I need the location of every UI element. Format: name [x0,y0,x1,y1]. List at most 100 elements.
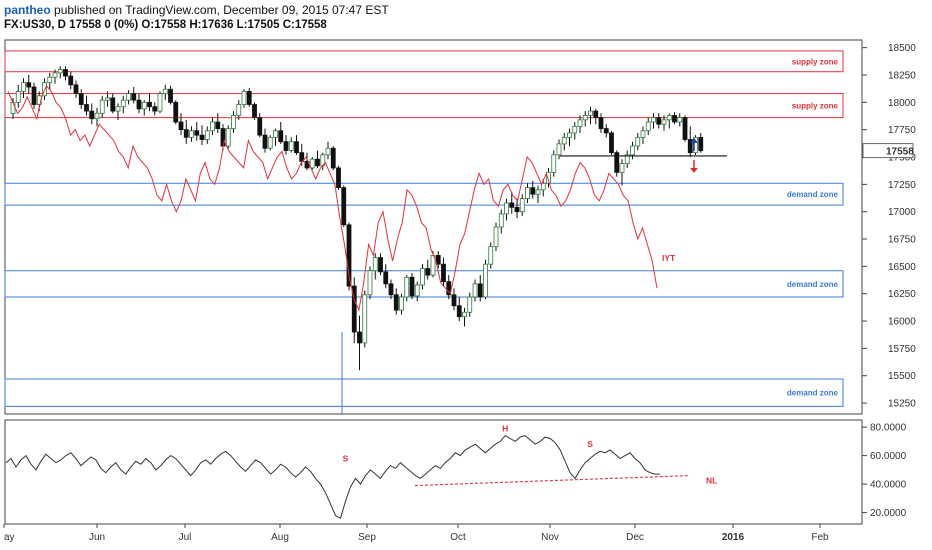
candle-body [619,163,625,173]
zones-layer: supply zone supply zone demand zone demand … [4,50,844,414]
candle-body [609,132,614,154]
candle-body [231,115,236,129]
candle-body [567,132,572,138]
candle-body [315,158,320,167]
candle-body [63,69,68,77]
candle-body [698,136,704,152]
candle-body [645,121,651,132]
price-tick-label: 15750 [888,344,916,355]
candle-body [336,167,341,189]
candle-body [677,117,683,123]
candle-body [519,198,525,213]
candle-body [404,276,410,298]
candle-body [357,331,362,344]
zone-box-1 [4,50,844,73]
zone-box-2 [4,93,844,119]
candle-body [341,187,347,226]
last-price-label: 17558 [886,147,914,158]
publish-info: pantheo published on TradingView.com, De… [4,3,389,17]
candle-body [273,130,278,138]
candle-body [330,147,336,169]
candle-body [199,134,205,140]
candle-body [288,141,294,151]
publish-text: published on TradingView.com, December 0… [54,3,389,17]
last-price-box [862,143,914,159]
oscillator-axis[interactable]: 20.0000 40.0000 60.0000 80.0000 [862,423,907,519]
arrow-down-head-icon [690,167,698,173]
candle-body [94,112,100,120]
time-tick-label: 2016 [722,532,745,543]
candle-body [477,283,483,298]
time-axis[interactable]: ay Jun Jul Aug Sep Oct Nov Dec 2016 Feb [3,524,829,543]
candle-body [252,104,257,119]
candle-body [157,93,163,112]
iyt-overlay-layer: IYT [7,84,676,312]
price-axis[interactable]: 15250 15500 15750 16000 16250 16500 16750 17000… [862,43,916,410]
candle-body [194,130,200,136]
candle-body [372,257,378,272]
time-tick-label: ay [4,532,15,543]
author-name[interactable]: pantheo [4,3,51,17]
candle-body [451,294,457,307]
osc-tick-label: 60.0000 [870,451,907,462]
candle-body [414,284,420,297]
candle-body [530,187,536,195]
price-tick-label: 17000 [888,207,916,218]
candle-body [73,84,79,94]
arrow-up-head-icon [690,137,698,143]
candle-body [21,82,26,92]
candle-body [682,117,688,140]
price-tick-label: 18000 [888,98,916,109]
candle-body [514,206,520,213]
candle-body [267,136,273,149]
candle-body [183,129,189,138]
candle-body [456,305,462,318]
candle-body [115,106,121,112]
candle-body [215,121,221,129]
time-tick-label: Feb [811,532,829,543]
candle-body [294,141,299,154]
candle-body [220,128,226,147]
candle-body [462,311,467,318]
candle-body [351,285,357,333]
candle-body [189,130,194,138]
candle-body [367,270,373,296]
candle-body [236,104,242,116]
candle-body [614,152,620,173]
candle-body [582,115,588,121]
candle-body [47,76,53,84]
time-tick-label: Jul [179,532,192,543]
candle-body [57,69,63,74]
candle-body [656,117,662,125]
neckline-label: NL [706,476,717,486]
price-tick-label: 17750 [888,125,916,136]
candle-body [178,121,184,131]
candle-body [105,97,110,101]
candle-body [588,110,593,116]
candle-body [362,294,368,344]
candle-body [467,296,473,313]
candle-body [346,224,352,287]
candle-body [283,141,289,151]
time-tick-label: Aug [271,532,289,543]
candle-body [435,255,441,265]
iyt-label: IYT [662,253,676,263]
candle-body [278,130,284,143]
candle-body [147,101,152,108]
candle-body [257,117,263,136]
candle-body [388,283,394,296]
candle-body [488,246,494,265]
zone-label-3: demand zone [787,190,839,199]
candle-body [225,128,231,147]
zone-label-2: supply zone [792,102,839,111]
main-pane-border [4,39,863,415]
candle-body [136,99,142,110]
candle-body [498,213,504,228]
oscillator-neckline [414,475,691,487]
candle-body [309,158,315,169]
candle-body [325,147,331,156]
symbol-ohlc-line: FX:US30, D 17558 0 (0%) O:17558 H:17636 … [4,19,327,31]
time-tick-label: Dec [626,532,644,543]
candle-body [420,268,425,286]
